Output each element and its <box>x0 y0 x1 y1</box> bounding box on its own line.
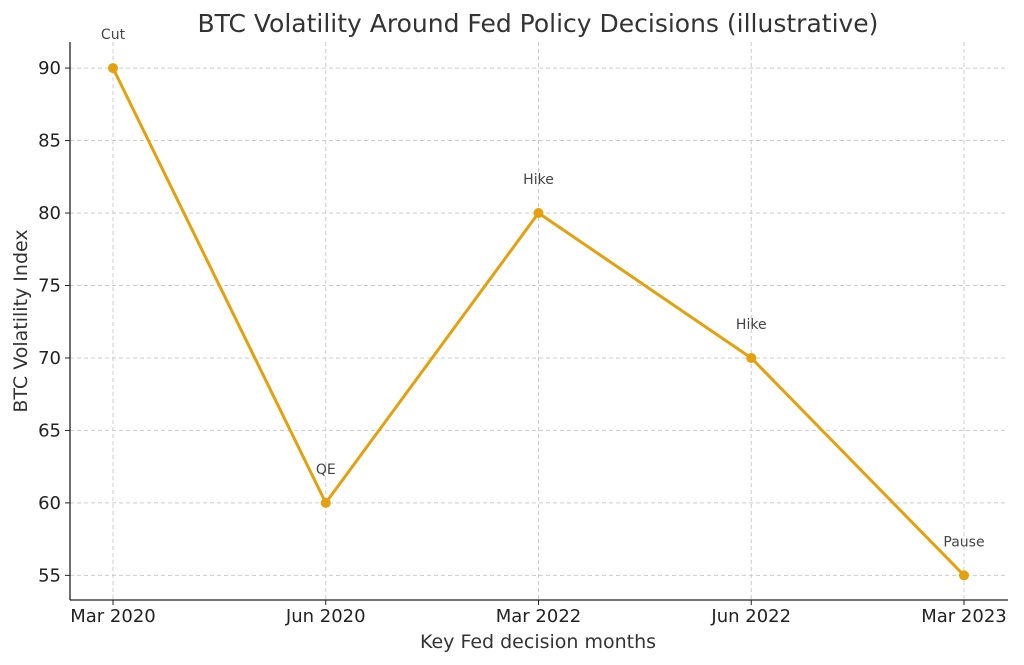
data-annotation: Cut <box>101 27 126 43</box>
y-tick-label: 55 <box>38 565 61 586</box>
chart-title: BTC Volatility Around Fed Policy Decisio… <box>198 9 879 38</box>
y-tick-label: 70 <box>38 348 61 369</box>
grid <box>70 42 1008 600</box>
x-tick-label: Jun 2020 <box>285 606 366 627</box>
data-point <box>746 352 757 363</box>
data-annotation: Hike <box>523 172 554 188</box>
x-tick-label: Mar 2022 <box>496 606 582 627</box>
y-tick-label: 90 <box>38 58 61 79</box>
y-axis-label: BTC Volatility Index <box>10 229 32 412</box>
data-annotation: Pause <box>943 534 984 550</box>
y-tick-label: 75 <box>38 275 61 296</box>
series-line: Cut QE Hike Hike Pause <box>101 27 985 581</box>
x-tick-label: Jun 2022 <box>710 606 791 627</box>
x-axis-label: Key Fed decision months <box>420 631 656 653</box>
y-tick-label: 60 <box>38 493 61 514</box>
data-annotation: QE <box>316 462 336 478</box>
y-tick-label: 80 <box>38 203 61 224</box>
data-point <box>533 208 544 219</box>
y-tick-label: 65 <box>38 420 61 441</box>
x-tick-label: Mar 2020 <box>70 606 156 627</box>
data-point <box>959 570 969 581</box>
data-annotation: Hike <box>736 317 767 333</box>
x-tick-label: Mar 2023 <box>921 606 1007 627</box>
y-tick-label: 85 <box>38 131 61 152</box>
data-point <box>320 497 331 508</box>
axes: 55 60 65 70 75 80 85 90 Mar 2020 Jun 2020 Mar 2022… <box>38 42 1008 627</box>
data-point <box>108 63 118 74</box>
